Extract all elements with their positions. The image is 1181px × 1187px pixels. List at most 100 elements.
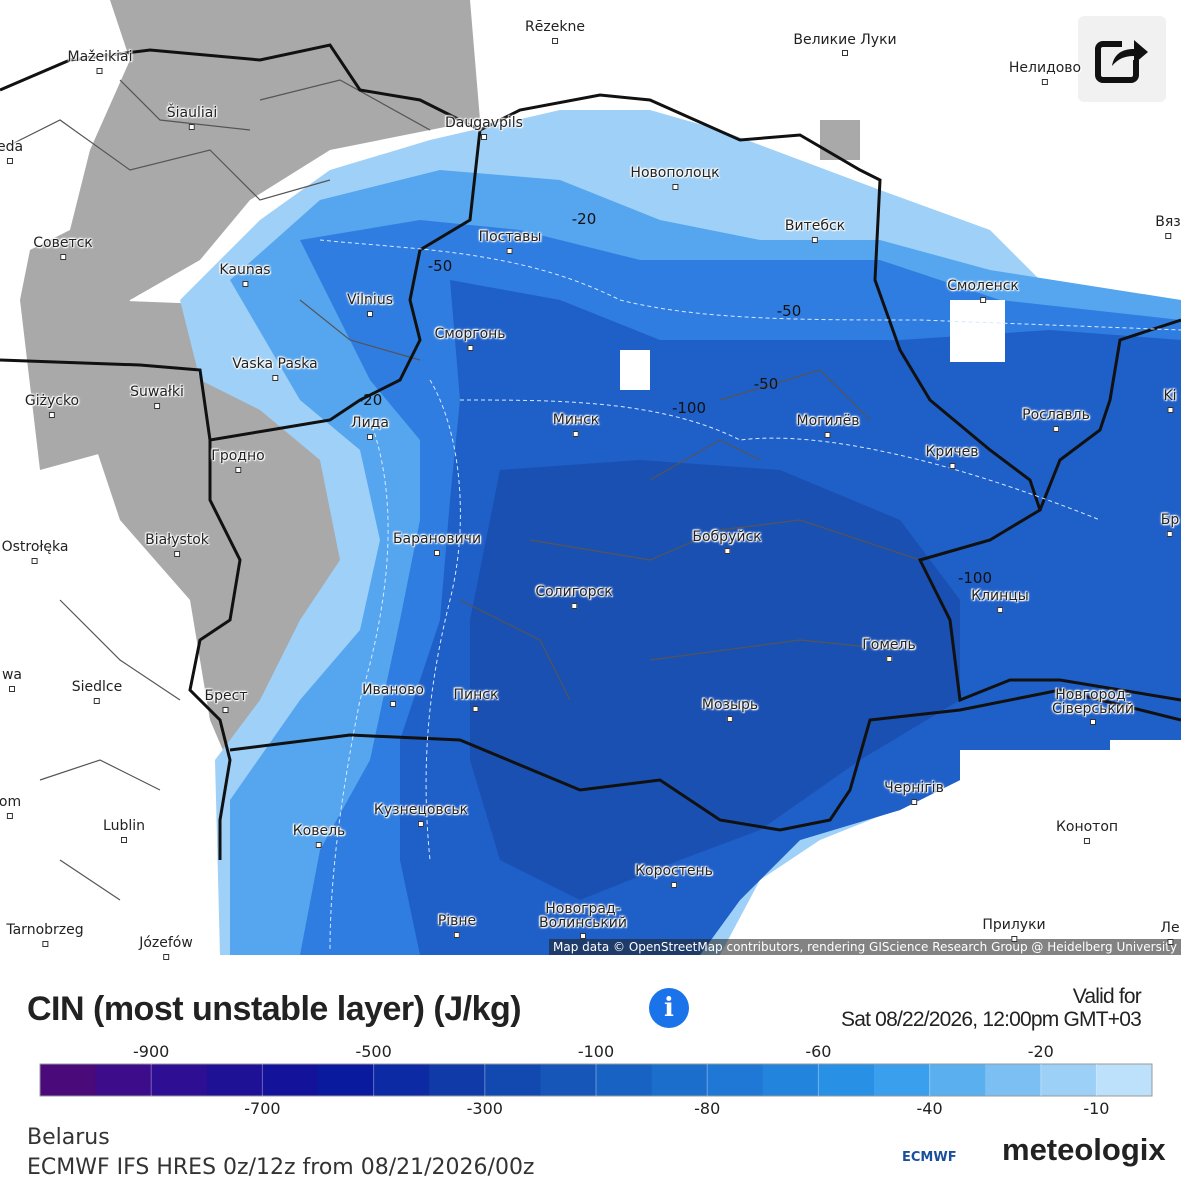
- city-label: wa: [1, 667, 23, 692]
- map-attribution: Map data © OpenStreetMap contributors, r…: [549, 939, 1181, 955]
- colorbar-segment: [762, 1064, 819, 1096]
- colorbar-tick-label: -100: [578, 1042, 614, 1061]
- city-label: Vaska Paska: [232, 356, 318, 381]
- contour-lines: [319, 239, 1181, 951]
- city-label: Новополоцк: [630, 165, 720, 190]
- city-label: Гомель: [862, 637, 916, 662]
- city-label: Šiauliai: [166, 105, 218, 130]
- city-label: Tarnobrzeg: [6, 922, 84, 947]
- colorbar-segment: [1096, 1064, 1153, 1096]
- info-button[interactable]: i: [649, 988, 689, 1028]
- valid-for-label: Valid for: [1072, 985, 1142, 1008]
- city-label: Ostrołęka: [1, 539, 69, 564]
- city-label: Коростень: [635, 863, 713, 888]
- region-name: Belarus: [27, 1125, 110, 1150]
- city-label: Великие Луки: [790, 33, 900, 56]
- colorbar-segment: [651, 1064, 708, 1096]
- city-label: Suwałki: [130, 384, 184, 409]
- share-icon: [1095, 36, 1148, 83]
- city-label: Józefów: [139, 935, 193, 960]
- city-label: Vilnius: [347, 292, 393, 317]
- colorbar-tick-label: -700: [244, 1099, 280, 1118]
- colorbar-segment: [95, 1064, 152, 1096]
- city-label: Лида: [351, 415, 389, 440]
- contour-label: -100: [957, 569, 993, 587]
- colorbar-tick-label: -300: [467, 1099, 503, 1118]
- city-label: Бр: [1160, 512, 1180, 537]
- colorbar-tick-label: -10: [1083, 1099, 1109, 1118]
- colorbar-segment: [206, 1064, 263, 1096]
- deep-blue-area: [470, 460, 960, 900]
- city-label: Пинск: [453, 687, 499, 712]
- city-label: Прилуки: [982, 917, 1046, 942]
- city-label: Сморгонь: [434, 326, 506, 351]
- colorbar-segment: [373, 1064, 430, 1096]
- city-label: Ковель: [292, 823, 346, 848]
- city-label: Конотоп: [1055, 819, 1119, 844]
- share-button[interactable]: [1078, 16, 1166, 102]
- city-label: Кричев: [925, 444, 979, 469]
- city-label: Брест: [204, 688, 248, 713]
- city-label: Клинцы: [971, 588, 1029, 613]
- city-label: Солигорск: [535, 584, 613, 609]
- colorbar-tick-label: -500: [355, 1042, 391, 1061]
- city-label: Новгород-Сіверський: [1038, 688, 1148, 725]
- city-label: eda: [0, 139, 23, 164]
- colorbar-segment: [818, 1064, 875, 1096]
- colorbar-tick-label: -900: [133, 1042, 169, 1061]
- colorbar-tick-label: -20: [1028, 1042, 1054, 1061]
- city-label: Ki: [1163, 388, 1177, 413]
- contour-label: -50: [776, 302, 802, 320]
- city-label: Витебск: [784, 218, 846, 243]
- city-label: Кузнецовськ: [373, 802, 469, 827]
- city-label: Daugavpils: [445, 115, 523, 140]
- region-borders: [0, 79, 921, 901]
- map: [0, 0, 1181, 955]
- colorbar-segment: [929, 1064, 986, 1096]
- city-label: Смоленск: [947, 278, 1019, 303]
- colorbar-segment: [874, 1064, 931, 1096]
- city-label: Барановичи: [392, 531, 482, 556]
- contour-label: -20: [357, 391, 383, 409]
- colorbar-segment: [429, 1064, 486, 1096]
- valid-time: Sat 08/22/2026, 12:00pm GMT+03: [841, 1008, 1142, 1031]
- city-label: Минск: [552, 412, 600, 437]
- city-label: Новоград-Волинський: [528, 902, 638, 939]
- colorbar-segment: [985, 1064, 1042, 1096]
- legend-title: CIN (most unstable layer) (J/kg): [27, 990, 522, 1028]
- city-label: Чернігів: [884, 780, 944, 805]
- contour-label: -20: [571, 210, 597, 228]
- colorbar: -900 -700 -500 -300 -100 -80 -60 -40 -20 -10: [39, 1042, 1153, 1118]
- colorbar-segment: [484, 1064, 541, 1096]
- contour-label: -100: [671, 399, 707, 417]
- city-label: Białystok: [145, 532, 209, 557]
- contour-label: -50: [753, 375, 779, 393]
- city-label: Lublin: [103, 818, 145, 843]
- colorbar-segment: [40, 1064, 97, 1096]
- colorbar-segment: [318, 1064, 375, 1096]
- city-label: Мозырь: [701, 697, 759, 722]
- colorbar-segment: [540, 1064, 597, 1096]
- city-label: Гродно: [211, 448, 265, 473]
- city-label: Giżycko: [24, 393, 80, 418]
- colorbar-tick-label: -60: [805, 1042, 831, 1061]
- meteologix-logo: meteologix: [1002, 1132, 1166, 1167]
- country-borders: [0, 43, 1181, 860]
- city-label: Kaunas: [219, 262, 271, 287]
- colorbar-segment: [262, 1064, 319, 1096]
- city-label: om: [0, 794, 22, 819]
- city-label: Советск: [33, 235, 93, 260]
- colorbar-tick-label: -80: [694, 1099, 720, 1118]
- no-cin-patches: [620, 300, 1181, 955]
- city-label: Mažeikiai: [67, 49, 133, 74]
- city-label: Рославль: [1022, 407, 1090, 432]
- city-label: Рівне: [437, 913, 477, 938]
- city-label: Поставы: [478, 229, 542, 254]
- model-info: ECMWF IFS HRES 0z/12z from 08/21/2026/00…: [27, 1155, 535, 1180]
- colorbar-frame: [39, 1063, 1153, 1097]
- city-label: Вяз: [1155, 214, 1181, 239]
- colorbar-segment: [1040, 1064, 1097, 1096]
- colorbar-segment: [707, 1064, 764, 1096]
- colorbar-segment: [596, 1064, 653, 1096]
